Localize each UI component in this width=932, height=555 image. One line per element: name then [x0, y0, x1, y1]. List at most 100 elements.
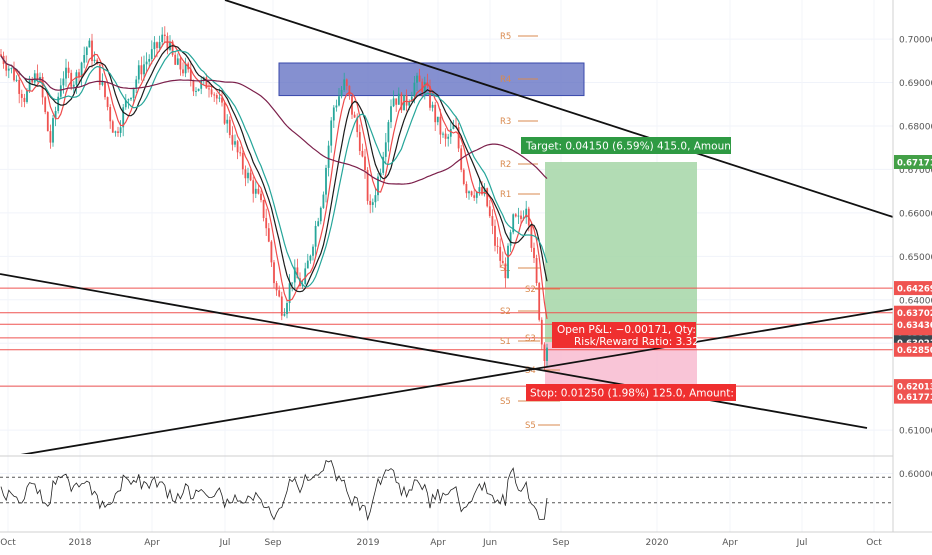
candle[interactable] [67, 61, 70, 79]
candle[interactable] [449, 120, 452, 144]
candle[interactable] [169, 35, 171, 52]
candle[interactable] [379, 168, 382, 181]
candle[interactable] [309, 254, 312, 264]
candle[interactable] [330, 117, 333, 153]
candle[interactable] [254, 179, 257, 199]
candle[interactable] [494, 219, 496, 252]
candle[interactable] [93, 51, 96, 64]
candle[interactable] [429, 79, 431, 111]
candles[interactable] [0, 26, 548, 371]
candle[interactable] [221, 89, 223, 107]
candle[interactable] [153, 36, 156, 58]
candle[interactable] [423, 76, 426, 100]
candle[interactable] [44, 96, 47, 115]
candle[interactable] [278, 285, 281, 298]
candle[interactable] [273, 260, 275, 289]
candle[interactable] [431, 101, 434, 112]
candle[interactable] [176, 53, 179, 66]
lower-trendline[interactable] [0, 273, 868, 429]
candle[interactable] [239, 146, 242, 157]
candle[interactable] [312, 244, 314, 261]
candle[interactable] [213, 92, 216, 102]
candle[interactable] [161, 27, 164, 47]
candle[interactable] [468, 190, 470, 200]
candle[interactable] [473, 189, 476, 201]
candle[interactable] [158, 35, 161, 52]
candle[interactable] [145, 52, 148, 73]
candle[interactable] [226, 114, 229, 133]
candle[interactable] [15, 75, 18, 82]
candle[interactable] [397, 87, 400, 105]
candle[interactable] [293, 259, 296, 290]
candle[interactable] [31, 76, 34, 84]
target-zone[interactable] [545, 162, 697, 343]
candle[interactable] [23, 93, 26, 108]
candle[interactable] [400, 91, 403, 114]
candle[interactable] [122, 104, 125, 137]
candle[interactable] [499, 238, 502, 268]
horizontal-levels[interactable] [0, 287, 893, 387]
candle[interactable] [20, 89, 23, 108]
candle[interactable] [444, 128, 447, 147]
candle[interactable] [486, 187, 489, 208]
long-position-tool[interactable] [545, 162, 697, 397]
candle[interactable] [247, 167, 249, 184]
candle[interactable] [85, 46, 88, 63]
candle[interactable] [434, 101, 437, 131]
candle[interactable] [65, 58, 67, 87]
candle[interactable] [416, 72, 418, 92]
candle[interactable] [179, 56, 182, 76]
candle[interactable] [257, 184, 260, 195]
candle[interactable] [143, 55, 145, 81]
candle[interactable] [41, 73, 44, 105]
candle[interactable] [507, 243, 509, 279]
candle[interactable] [374, 187, 377, 208]
candle[interactable] [286, 300, 288, 319]
candle[interactable] [470, 190, 473, 197]
candle[interactable] [369, 194, 372, 214]
candle[interactable] [46, 111, 49, 132]
candle[interactable] [150, 40, 153, 65]
candle[interactable] [353, 111, 356, 118]
candle[interactable] [130, 97, 132, 102]
candle[interactable] [405, 89, 408, 112]
candle[interactable] [447, 133, 450, 147]
candle[interactable] [7, 65, 10, 79]
candle[interactable] [377, 173, 379, 202]
candle[interactable] [241, 147, 244, 175]
candle[interactable] [33, 69, 36, 86]
candle[interactable] [442, 131, 444, 138]
candle[interactable] [496, 237, 499, 254]
candle[interactable] [114, 130, 117, 137]
candle[interactable] [137, 60, 140, 84]
candle[interactable] [358, 124, 361, 156]
candle[interactable] [75, 69, 78, 94]
candle[interactable] [0, 48, 2, 58]
candle[interactable] [106, 96, 109, 111]
candle[interactable] [319, 206, 322, 225]
candle[interactable] [340, 85, 343, 99]
candle[interactable] [98, 64, 101, 91]
candle[interactable] [418, 68, 421, 82]
time-axis[interactable]: Oct 2018 Apr Jul Sep 2019 Apr Jun Sep 2020 Apr Jul O… [0, 531, 932, 550]
candle[interactable] [215, 92, 218, 105]
candle[interactable] [70, 69, 73, 91]
candle[interactable] [197, 88, 200, 92]
candle[interactable] [488, 200, 491, 218]
candle[interactable] [512, 213, 515, 235]
upper-trendline[interactable] [224, 0, 893, 218]
candle[interactable] [530, 222, 533, 252]
candle[interactable] [208, 81, 210, 98]
candle[interactable] [111, 119, 114, 133]
candle[interactable] [265, 208, 268, 237]
candle[interactable] [387, 119, 390, 152]
candle[interactable] [543, 342, 546, 371]
candle[interactable] [509, 229, 512, 253]
candle[interactable] [382, 151, 385, 176]
candle[interactable] [546, 343, 548, 368]
candle[interactable] [314, 220, 317, 256]
candle[interactable] [465, 181, 468, 198]
candle[interactable] [501, 251, 504, 264]
